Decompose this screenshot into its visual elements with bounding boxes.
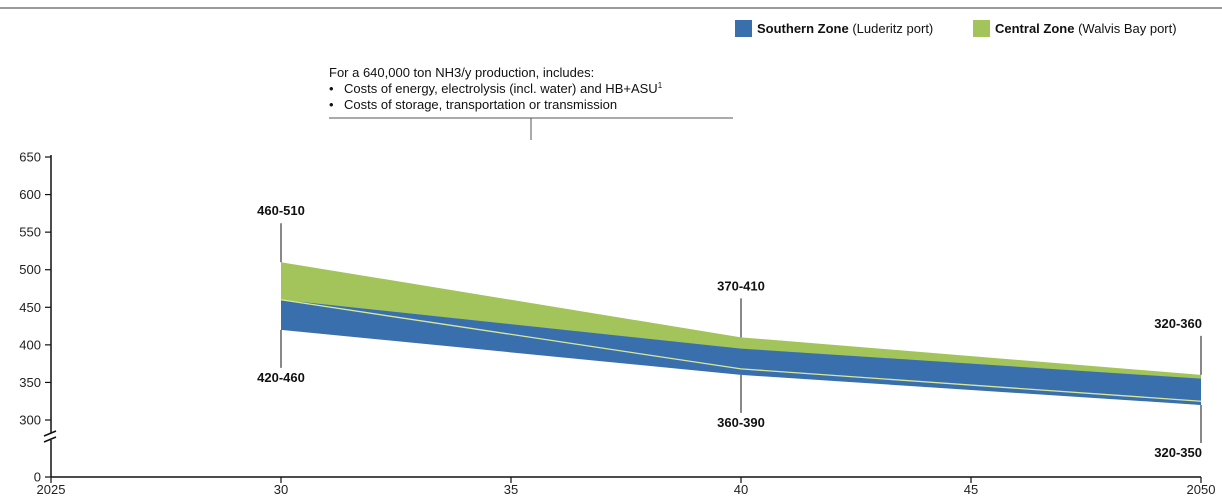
central-zone-lower-edge — [280, 299, 1202, 402]
x-tick-label: 2050 — [1187, 482, 1216, 497]
legend-item-southern: Southern Zone (Luderitz port) — [735, 20, 933, 37]
legend-central-suffix: (Walvis Bay port) — [1078, 21, 1176, 36]
annotation-bullet-1: Costs of energy, electrolysis (incl. wat… — [344, 81, 663, 96]
data-label: 320-350 — [1154, 445, 1202, 460]
y-tick-label: 350 — [19, 375, 41, 390]
area-southern-zone — [281, 299, 1201, 405]
data-label: 360-390 — [717, 415, 765, 430]
y-tick-label: 500 — [19, 262, 41, 277]
data-label: 420-460 — [257, 370, 305, 385]
annotation-box: For a 640,000 ton NH3/y production, incl… — [329, 65, 733, 140]
svg-text:Southern Zone (Luderitz port): Southern Zone (Luderitz port) — [757, 21, 933, 36]
data-label: 460-510 — [257, 203, 305, 218]
x-tick-label: 35 — [504, 482, 518, 497]
x-tick-label: 45 — [964, 482, 978, 497]
legend-central-name: Central Zone — [995, 21, 1074, 36]
legend-item-central: Central Zone (Walvis Bay port) — [973, 20, 1177, 37]
x-tick-label: 40 — [734, 482, 748, 497]
axis-break-mark-1 — [43, 430, 57, 437]
y-tick-label: 550 — [19, 225, 41, 240]
data-labels: 460-510 420-460 370-410 360-390 320-360 320-3… — [257, 203, 1202, 460]
legend-swatch-southern — [735, 20, 752, 37]
legend: Southern Zone (Luderitz port) Central Zo… — [735, 20, 1177, 37]
area-layer — [280, 262, 1202, 405]
annotation-intro: For a 640,000 ton NH3/y production, incl… — [329, 65, 594, 80]
data-label: 370-410 — [717, 278, 765, 293]
y-tick-label: 650 — [19, 150, 41, 165]
y-tick-label: 450 — [19, 300, 41, 315]
footnote-marker: 1 — [658, 81, 663, 90]
x-tick-label: 30 — [274, 482, 288, 497]
y-tick-label: 400 — [19, 337, 41, 352]
x-tick-label: 2025 — [37, 482, 66, 497]
annotation-bullet-2-mark: • — [329, 97, 334, 112]
annotation-bullet-2: Costs of storage, transportation or tran… — [344, 97, 617, 112]
y-tick-label: 0 — [34, 470, 41, 485]
axis-break-mark-2 — [43, 436, 57, 443]
y-tick-label: 300 — [19, 413, 41, 428]
data-label: 320-360 — [1154, 316, 1202, 331]
legend-southern-name: Southern Zone — [757, 21, 849, 36]
legend-southern-suffix: (Luderitz port) — [852, 21, 933, 36]
y-tick-label: 600 — [19, 187, 41, 202]
axes: 0 300 350 400 450 500 550 600 650 2025 30 35 40 45 205… — [19, 150, 1215, 497]
annotation-bullet-1-mark: • — [329, 81, 334, 96]
svg-text:Central Zone (Walvis Bay port): Central Zone (Walvis Bay port) — [995, 21, 1177, 36]
legend-swatch-central — [973, 20, 990, 37]
